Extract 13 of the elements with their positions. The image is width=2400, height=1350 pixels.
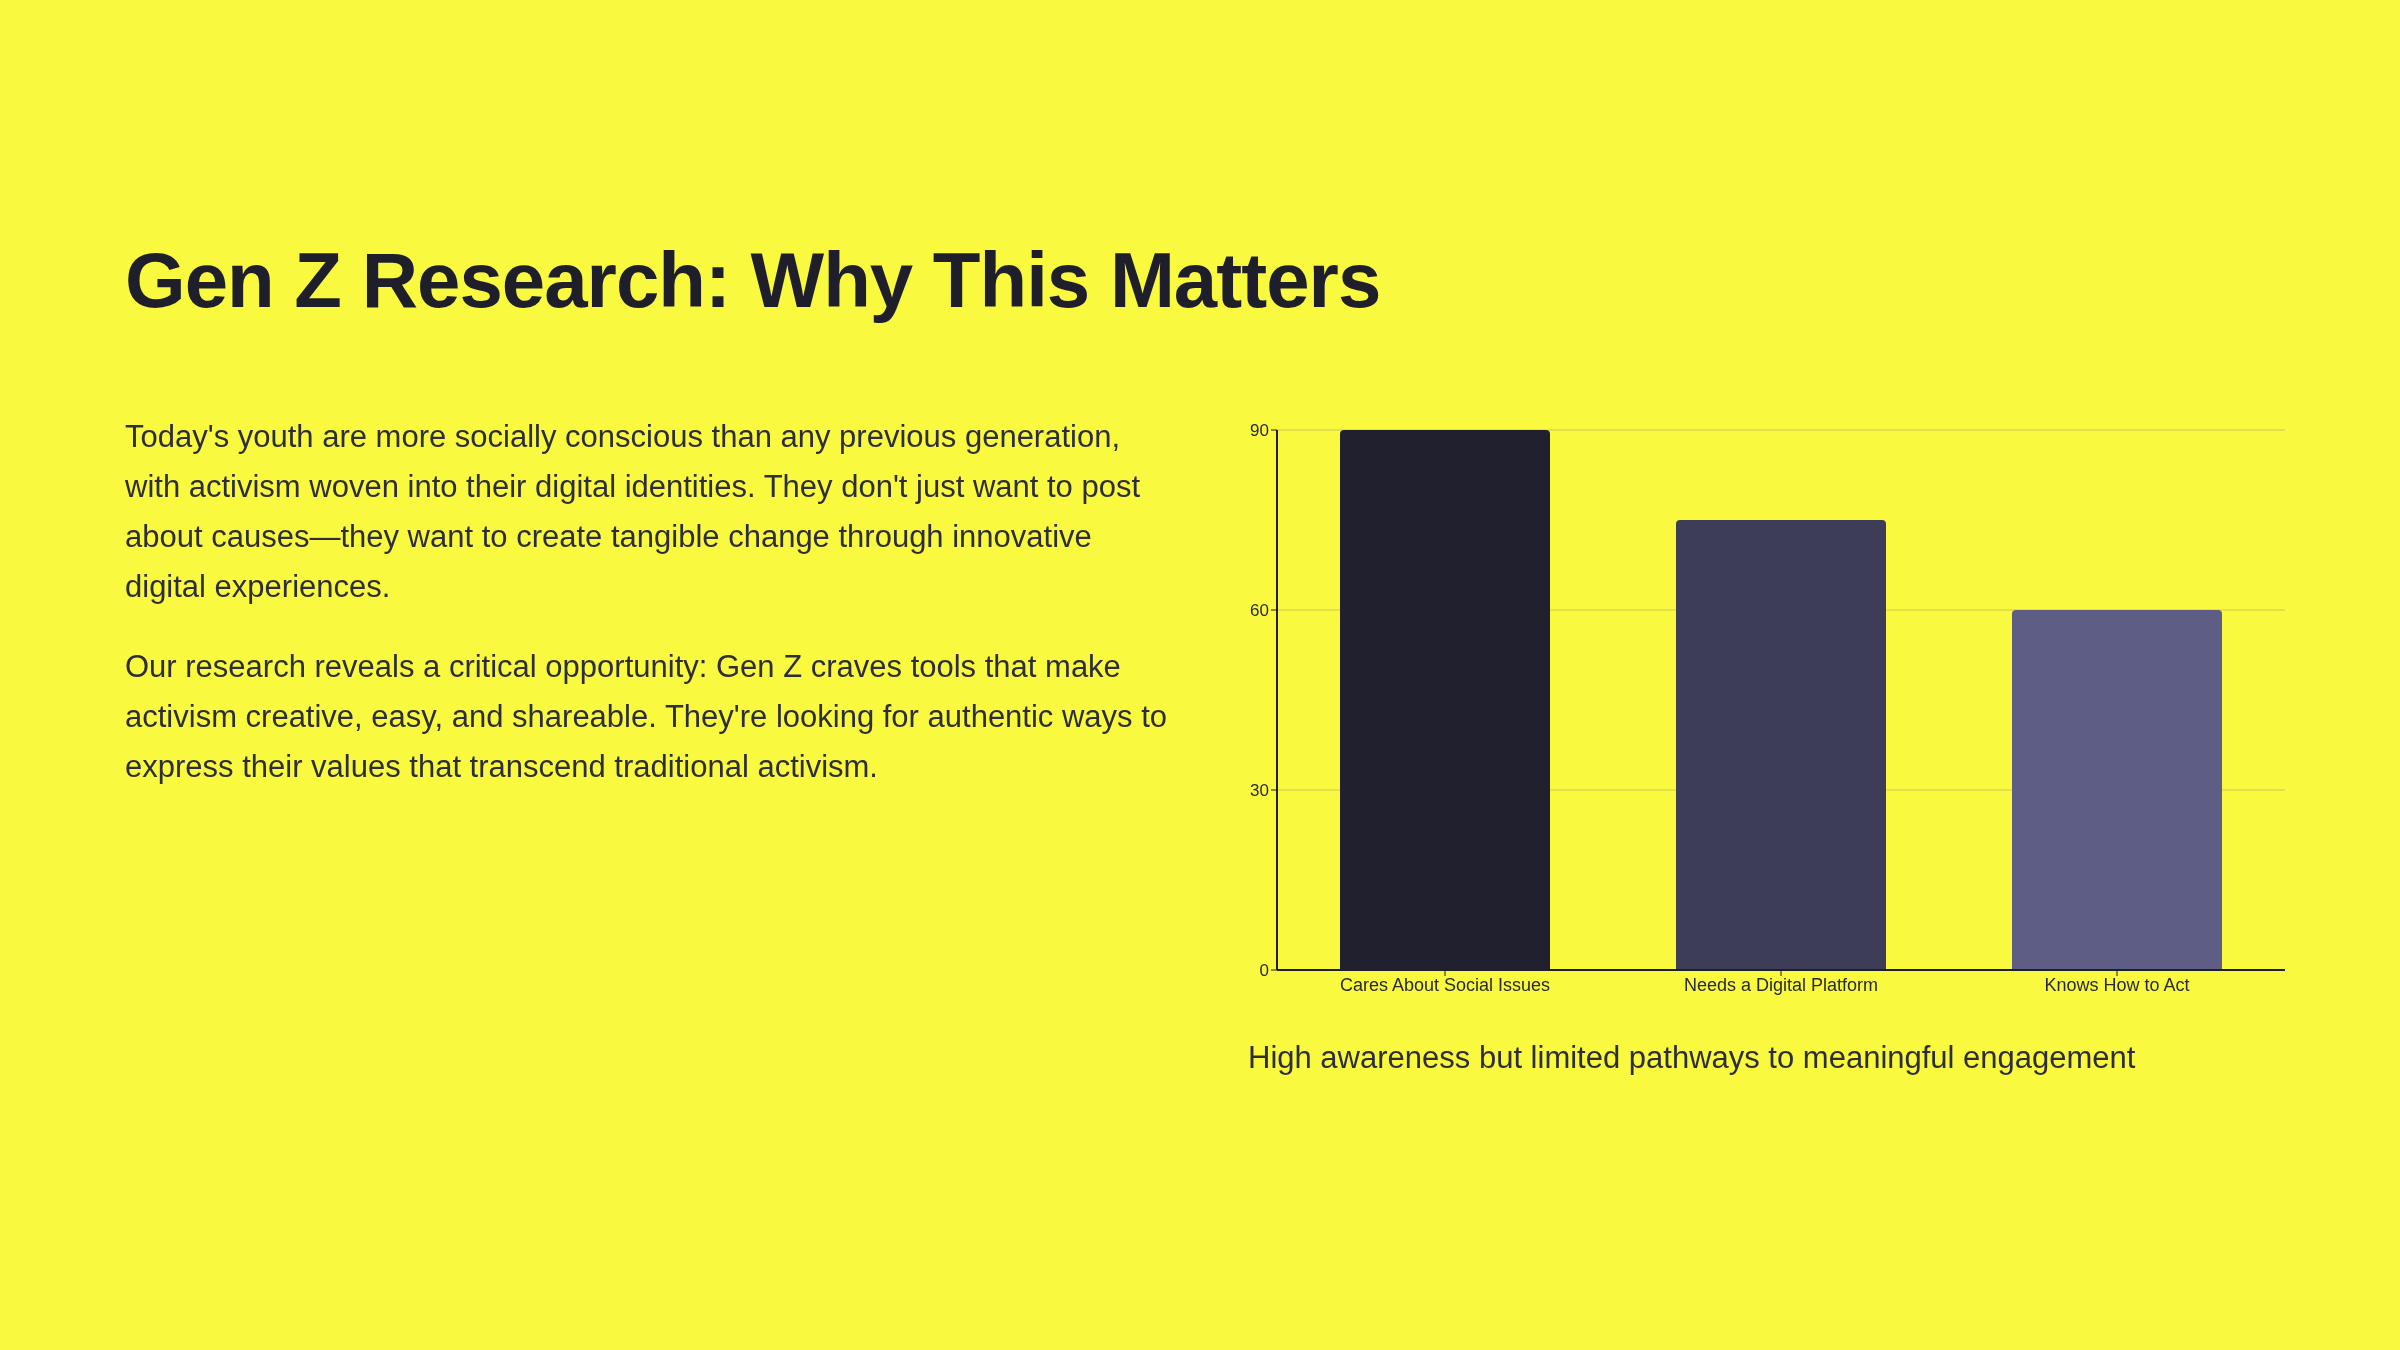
chart-title: Gen Z Research: Why This Matters (125, 235, 1381, 326)
y-tick-label: 60 (1250, 601, 1269, 621)
x-tick-label: Knows How to Act (2044, 974, 2190, 995)
y-tick-label: 0 (1259, 961, 1269, 981)
bar (1676, 520, 1886, 970)
x-tick-label: Cares About Social Issues (1339, 974, 1551, 995)
text: Today's youth are more socially conscious than any previous generation, with activism woven into their digital identities. They don't just want to post about causes—they want to create tangible change through innovative digital experiences. (125, 418, 1142, 606)
x-tick-label: Needs a Digital Platform (1683, 974, 1879, 995)
text: Our research reveals a critical opportunity: Gen Z craves tools that make activism creative, easy, and shareable. They're looking for authentic ways to express their values that transcend traditional activism. (125, 648, 1169, 786)
y-tick-label: 90 (1250, 421, 1269, 441)
bar (2012, 610, 2222, 970)
y-tick-label: 30 (1250, 781, 1269, 801)
text: High awareness but limited pathways to meaningful engagement (1248, 1040, 2136, 1076)
